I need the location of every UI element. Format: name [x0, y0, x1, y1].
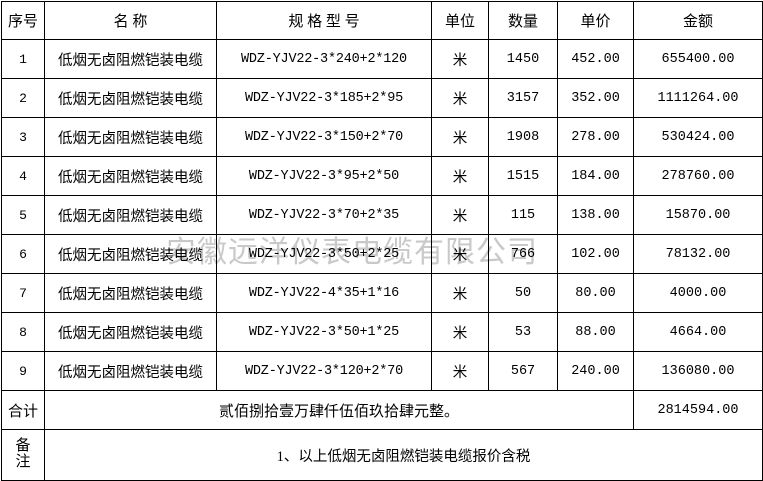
cell-amount: 4000.00: [633, 273, 763, 313]
cell-index: 4: [1, 156, 45, 196]
header-name: 名 称: [44, 1, 217, 40]
cell-unit-price: 452.00: [557, 39, 634, 79]
cell-quantity: 567: [488, 351, 558, 391]
table-row: 9 低烟无卤阻燃铠装电缆 WDZ-YJV22-3*120+2*70 米 567 …: [1, 351, 763, 391]
table-row: 8 低烟无卤阻燃铠装电缆 WDZ-YJV22-3*50+1*25 米 53 88…: [1, 312, 763, 352]
cell-amount: 530424.00: [633, 117, 763, 157]
cell-index: 8: [1, 312, 45, 352]
cell-amount: 78132.00: [633, 234, 763, 274]
total-label: 合计: [1, 390, 45, 430]
cell-unit-price: 80.00: [557, 273, 634, 313]
cell-unit: 米: [431, 39, 489, 79]
cell-amount: 278760.00: [633, 156, 763, 196]
cell-unit-price: 138.00: [557, 195, 634, 235]
cell-index: 7: [1, 273, 45, 313]
remark-label: 备 注: [1, 429, 45, 481]
cell-spec: WDZ-YJV22-4*35+1*16: [216, 273, 432, 313]
cell-index: 6: [1, 234, 45, 274]
cell-quantity: 766: [488, 234, 558, 274]
cell-index: 2: [1, 78, 45, 118]
cell-spec: WDZ-YJV22-3*95+2*50: [216, 156, 432, 196]
cell-spec: WDZ-YJV22-3*70+2*35: [216, 195, 432, 235]
cell-quantity: 50: [488, 273, 558, 313]
cell-unit: 米: [431, 234, 489, 274]
cell-unit-price: 278.00: [557, 117, 634, 157]
table-row: 4 低烟无卤阻燃铠装电缆 WDZ-YJV22-3*95+2*50 米 1515 …: [1, 156, 763, 196]
cell-unit-price: 88.00: [557, 312, 634, 352]
cell-amount: 136080.00: [633, 351, 763, 391]
cell-amount: 4664.00: [633, 312, 763, 352]
cell-unit-price: 102.00: [557, 234, 634, 274]
cell-unit: 米: [431, 117, 489, 157]
header-unit: 单位: [431, 1, 489, 40]
cell-name: 低烟无卤阻燃铠装电缆: [44, 156, 217, 196]
remark-row: 备 注 1、以上低烟无卤阻燃铠装电缆报价含税: [1, 429, 763, 481]
cell-amount: 1111264.00: [633, 78, 763, 118]
cell-quantity: 1515: [488, 156, 558, 196]
cell-index: 9: [1, 351, 45, 391]
cell-spec: WDZ-YJV22-3*120+2*70: [216, 351, 432, 391]
cell-unit: 米: [431, 351, 489, 391]
cell-name: 低烟无卤阻燃铠装电缆: [44, 195, 217, 235]
table-row: 1 低烟无卤阻燃铠装电缆 WDZ-YJV22-3*240+2*120 米 145…: [1, 39, 763, 79]
cell-unit-price: 352.00: [557, 78, 634, 118]
cell-index: 1: [1, 39, 45, 79]
table-row: 2 低烟无卤阻燃铠装电缆 WDZ-YJV22-3*185+2*95 米 3157…: [1, 78, 763, 118]
table-row: 7 低烟无卤阻燃铠装电缆 WDZ-YJV22-4*35+1*16 米 50 80…: [1, 273, 763, 313]
cell-amount: 15870.00: [633, 195, 763, 235]
cell-name: 低烟无卤阻燃铠装电缆: [44, 78, 217, 118]
cell-name: 低烟无卤阻燃铠装电缆: [44, 273, 217, 313]
cell-name: 低烟无卤阻燃铠装电缆: [44, 312, 217, 352]
cell-unit: 米: [431, 156, 489, 196]
cell-amount: 655400.00: [633, 39, 763, 79]
header-quantity: 数量: [488, 1, 558, 40]
total-amount-in-words: 贰佰捌拾壹万肆仟伍佰玖拾肆元整。: [44, 390, 634, 430]
cell-quantity: 3157: [488, 78, 558, 118]
table-row: 5 低烟无卤阻燃铠装电缆 WDZ-YJV22-3*70+2*35 米 115 1…: [1, 195, 763, 235]
table-row: 6 低烟无卤阻燃铠装电缆 WDZ-YJV22-3*50+2*25 米 766 1…: [1, 234, 763, 274]
total-row: 合计 贰佰捌拾壹万肆仟伍佰玖拾肆元整。 2814594.00: [1, 390, 763, 430]
cell-spec: WDZ-YJV22-3*150+2*70: [216, 117, 432, 157]
cell-unit: 米: [431, 78, 489, 118]
remark-label-line1: 备: [15, 438, 31, 455]
cell-quantity: 1908: [488, 117, 558, 157]
cell-spec: WDZ-YJV22-3*240+2*120: [216, 39, 432, 79]
table-row: 3 低烟无卤阻燃铠装电缆 WDZ-YJV22-3*150+2*70 米 1908…: [1, 117, 763, 157]
cell-name: 低烟无卤阻燃铠装电缆: [44, 39, 217, 79]
cell-unit-price: 240.00: [557, 351, 634, 391]
cell-quantity: 53: [488, 312, 558, 352]
cell-unit-price: 184.00: [557, 156, 634, 196]
remark-text: 1、以上低烟无卤阻燃铠装电缆报价含税: [44, 429, 763, 481]
cell-spec: WDZ-YJV22-3*50+1*25: [216, 312, 432, 352]
cell-quantity: 115: [488, 195, 558, 235]
cell-name: 低烟无卤阻燃铠装电缆: [44, 234, 217, 274]
header-index: 序号: [1, 1, 45, 40]
cell-unit: 米: [431, 195, 489, 235]
cell-name: 低烟无卤阻燃铠装电缆: [44, 117, 217, 157]
cell-index: 3: [1, 117, 45, 157]
cell-spec: WDZ-YJV22-3*185+2*95: [216, 78, 432, 118]
cell-index: 5: [1, 195, 45, 235]
header-spec: 规 格 型 号: [216, 1, 432, 40]
header-amount: 金额: [633, 1, 763, 40]
cell-unit: 米: [431, 312, 489, 352]
total-amount: 2814594.00: [633, 390, 763, 430]
cell-quantity: 1450: [488, 39, 558, 79]
remark-label-line2: 注: [15, 454, 31, 470]
header-unit-price: 单价: [557, 1, 634, 40]
cell-name: 低烟无卤阻燃铠装电缆: [44, 351, 217, 391]
cell-unit: 米: [431, 273, 489, 313]
table-header-row: 序号 名 称 规 格 型 号 单位 数量 单价 金额: [1, 1, 763, 40]
cell-spec: WDZ-YJV22-3*50+2*25: [216, 234, 432, 274]
